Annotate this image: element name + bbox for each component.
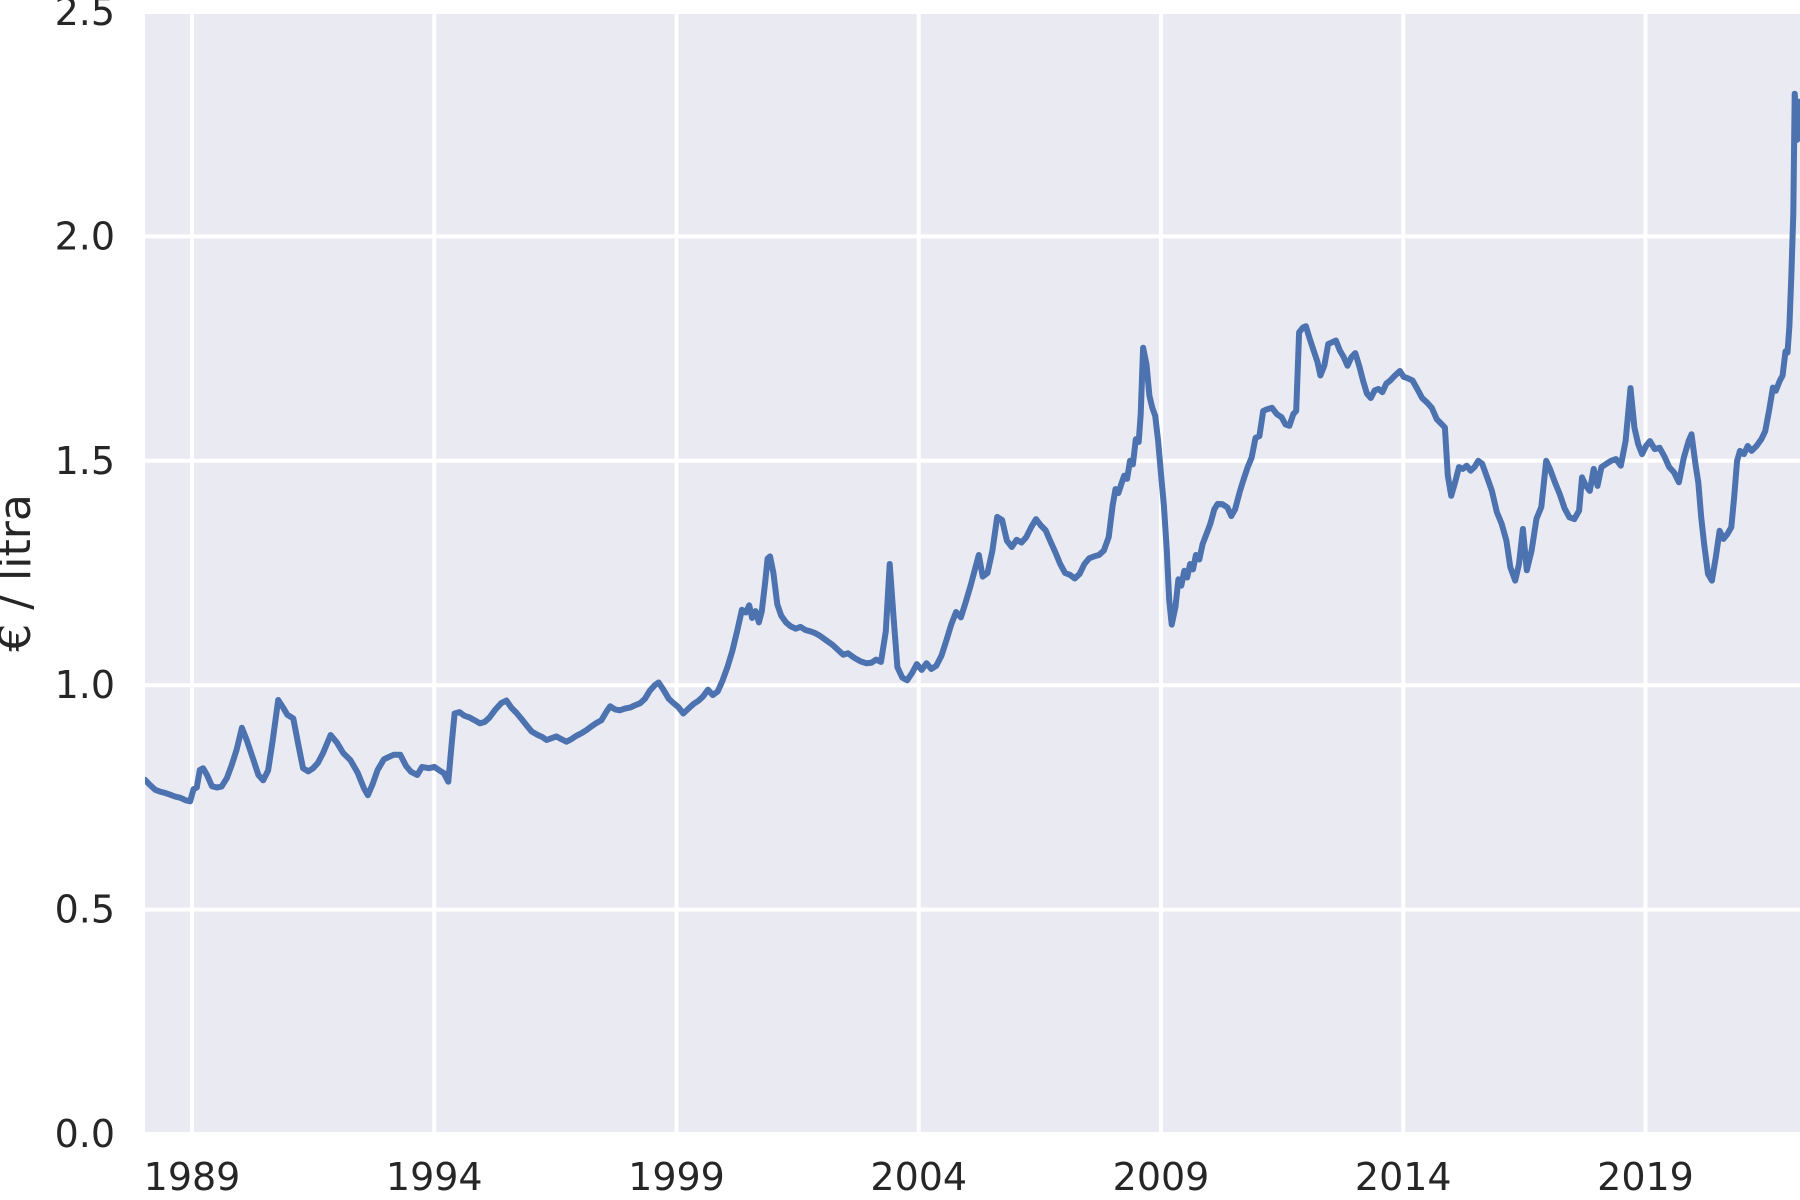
x-tick-label: 2019 [1597,1155,1694,1199]
y-tick-label: 1.0 [55,663,115,707]
x-tick-label: 2014 [1355,1155,1452,1199]
price-series-line [145,90,1800,805]
y-axis-tick-labels: 0.0 0.5 1.0 1.5 2.0 2.5 [55,0,115,1156]
y-tick-label: 0.0 [55,1112,115,1156]
x-tick-label: 2009 [1113,1155,1210,1199]
y-tick-label: 0.5 [55,888,115,932]
gridlines [145,10,1800,1136]
x-tick-label: 1999 [628,1155,725,1199]
x-axis-tick-labels: 1989 1994 1999 2004 2009 2014 2019 [144,1155,1694,1199]
x-tick-label: 1994 [386,1155,483,1199]
x-tick-label: 2004 [870,1155,967,1199]
y-tick-label: 2.0 [55,214,115,258]
y-tick-label: 1.5 [55,439,115,483]
y-axis-label: € / litra [0,494,41,652]
y-tick-label: 2.5 [55,0,115,34]
line-layer [145,90,1800,805]
x-tick-label: 1989 [144,1155,241,1199]
